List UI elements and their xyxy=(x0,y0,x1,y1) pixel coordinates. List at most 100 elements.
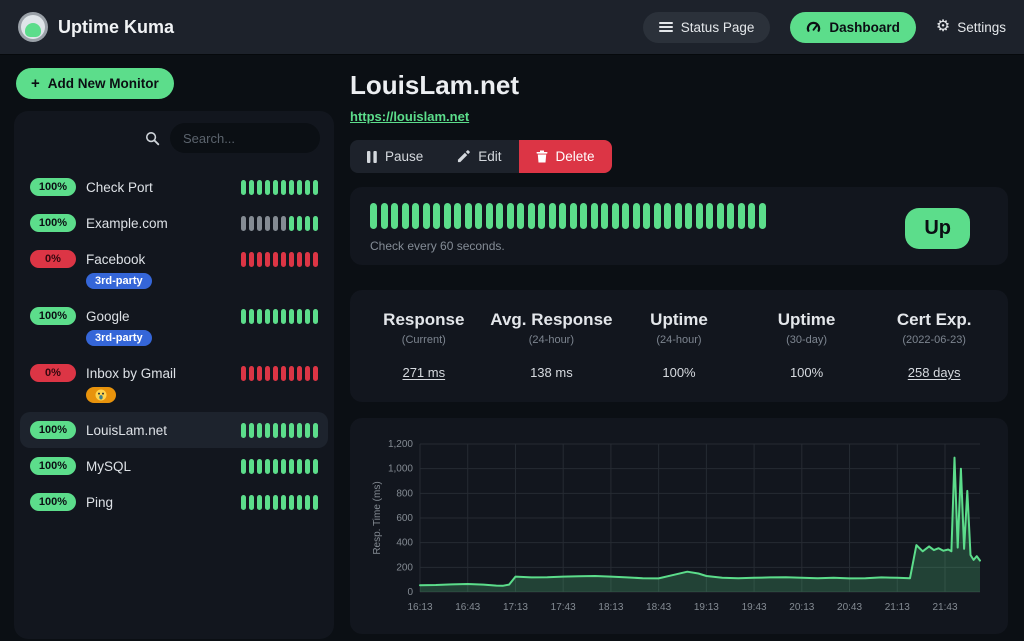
search-input[interactable] xyxy=(170,123,320,153)
monitor-item-example-com[interactable]: 100% Example.com xyxy=(20,205,328,241)
status-page-button[interactable]: Status Page xyxy=(642,11,771,43)
monitor-item-facebook[interactable]: 0% Facebook 3rd-party xyxy=(20,241,328,298)
heartbeat-bar xyxy=(370,203,905,229)
edit-icon xyxy=(458,150,471,163)
svg-text:19:13: 19:13 xyxy=(694,602,719,613)
beat-up xyxy=(464,203,472,229)
edit-button[interactable]: Edit xyxy=(440,140,519,173)
beat-up xyxy=(281,422,286,438)
stat-title: Cert Exp. xyxy=(896,310,972,329)
monitor-item-main: 100% Example.com xyxy=(30,214,318,232)
svg-text:Resp. Time (ms): Resp. Time (ms) xyxy=(372,481,383,554)
stat-subtitle: (30-day) xyxy=(786,334,828,346)
beat-up xyxy=(281,494,286,510)
check-interval-text: Check every 60 seconds. xyxy=(370,239,505,253)
beat-up xyxy=(273,458,278,474)
beat-up xyxy=(265,494,270,510)
beat-up xyxy=(305,308,310,324)
response-time-chart[interactable]: 0 200 400 600 800 1,000 1,200 16:13 16:43 17:13 17… xyxy=(366,432,988,624)
beat-up xyxy=(433,203,440,229)
page-title: LouisLam.net xyxy=(350,70,520,100)
uptime-badge: 100% xyxy=(30,457,76,475)
monitor-item-inbox-by-gmail[interactable]: 0% Inbox by Gmail xyxy=(20,355,328,412)
status-page-label: Status Page xyxy=(680,19,755,35)
beat-up xyxy=(611,203,619,229)
stat-value: 258 days xyxy=(907,365,961,380)
beat-up xyxy=(737,203,745,229)
uptime-kuma-logo-icon xyxy=(18,12,48,42)
monitor-item-mysql[interactable]: 100% MySQL xyxy=(20,448,328,484)
beat-pending xyxy=(241,215,246,231)
edit-label: Edit xyxy=(478,149,502,164)
beat-up xyxy=(297,215,302,231)
brand[interactable]: Uptime Kuma xyxy=(18,12,174,42)
uptime-badge: 100% xyxy=(30,421,76,439)
beat-down xyxy=(249,251,254,267)
delete-button[interactable]: Delete xyxy=(518,140,612,173)
svg-text:200: 200 xyxy=(396,562,413,573)
beat-pending xyxy=(249,215,254,231)
beat-down xyxy=(313,365,318,381)
beat-up xyxy=(249,308,254,324)
monitor-item-louislam-net[interactable]: 100% LouisLam.net xyxy=(20,412,328,448)
beat-pending xyxy=(281,215,286,231)
stat-value: 271 ms xyxy=(402,365,446,380)
beat-up xyxy=(527,203,535,229)
beat-down xyxy=(305,365,310,381)
svg-text:16:13: 16:13 xyxy=(407,602,432,613)
beat-up xyxy=(289,179,294,195)
beat-up xyxy=(241,179,246,195)
beat-down xyxy=(297,365,302,381)
beat-pending xyxy=(265,215,270,231)
uptime-badge: 100% xyxy=(30,178,76,196)
svg-text:1,200: 1,200 xyxy=(388,439,413,450)
beat-up xyxy=(559,203,566,229)
monitor-item-main: 100% Ping xyxy=(30,493,318,511)
beat-up xyxy=(305,179,310,195)
list-icon xyxy=(658,22,673,32)
beat-up xyxy=(313,458,318,474)
beat-up xyxy=(297,458,302,474)
beat-up xyxy=(674,203,682,229)
svg-text:21:13: 21:13 xyxy=(885,602,910,613)
monitor-name: Google xyxy=(86,308,130,324)
monitor-item-google[interactable]: 100% Google 3rd-party xyxy=(20,298,328,355)
monitor-item-main: 100% MySQL xyxy=(30,457,318,475)
beat-down xyxy=(265,251,270,267)
beat-up xyxy=(748,203,755,229)
beat-up xyxy=(257,422,262,438)
stat-title: Uptime xyxy=(650,310,708,329)
add-new-monitor-button[interactable]: + Add New Monitor xyxy=(16,68,174,99)
beat-up xyxy=(289,308,294,324)
beat-down xyxy=(257,365,262,381)
tag-3rd-party: 3rd-party xyxy=(86,273,152,289)
beat-down xyxy=(241,365,246,381)
svg-text:17:13: 17:13 xyxy=(503,602,528,613)
beat-up xyxy=(695,203,703,229)
monitor-item-ping[interactable]: 100% Ping xyxy=(20,484,328,520)
beat-up xyxy=(313,422,318,438)
beat-down xyxy=(281,365,286,381)
beat-up xyxy=(706,203,713,229)
settings-button[interactable]: ⚙ Settings xyxy=(936,19,1006,35)
chart-card: 0 200 400 600 800 1,000 1,200 16:13 16:43 17:13 17… xyxy=(350,418,1008,634)
pause-button[interactable]: Pause xyxy=(350,140,441,173)
stat-uptime: Uptime (24-hour) 100% xyxy=(615,310,743,380)
beat-up xyxy=(454,203,461,229)
monitor-url-link[interactable]: https://louislam.net xyxy=(350,109,470,124)
dashboard-button[interactable]: Dashboard xyxy=(790,11,916,43)
beat-up xyxy=(632,203,640,229)
monitor-name: Check Port xyxy=(86,179,153,195)
stat-title: Uptime xyxy=(777,310,836,329)
beat-up xyxy=(281,179,286,195)
beat-up xyxy=(538,203,545,229)
uptime-badge: 100% xyxy=(30,307,76,325)
beat-up xyxy=(289,494,294,510)
beat-up xyxy=(506,203,514,229)
monitor-item-check-port[interactable]: 100% Check Port xyxy=(20,169,328,205)
beat-up xyxy=(281,308,286,324)
mini-heartbeat-bar xyxy=(241,494,318,510)
beat-up xyxy=(380,203,388,229)
beat-up xyxy=(241,494,246,510)
beat-up xyxy=(391,203,398,229)
